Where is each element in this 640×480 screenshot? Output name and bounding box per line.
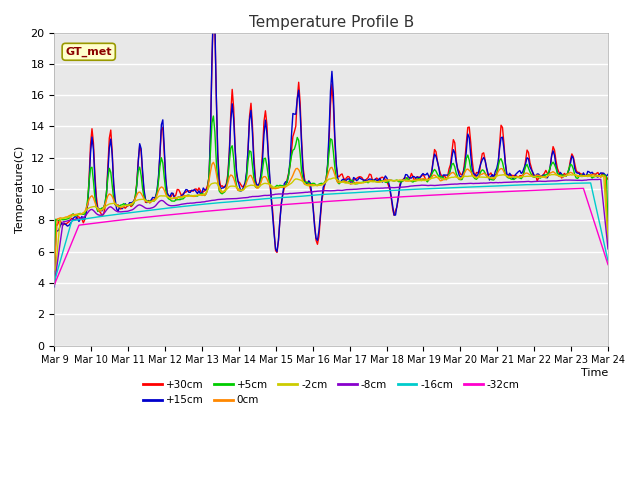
Title: Temperature Profile B: Temperature Profile B [248, 15, 414, 30]
Y-axis label: Temperature(C): Temperature(C) [15, 145, 25, 233]
X-axis label: Time: Time [580, 368, 608, 378]
Legend: +30cm, +15cm, +5cm, 0cm, -2cm, -8cm, -16cm, -32cm: +30cm, +15cm, +5cm, 0cm, -2cm, -8cm, -16… [139, 376, 524, 409]
Text: GT_met: GT_met [65, 47, 112, 57]
